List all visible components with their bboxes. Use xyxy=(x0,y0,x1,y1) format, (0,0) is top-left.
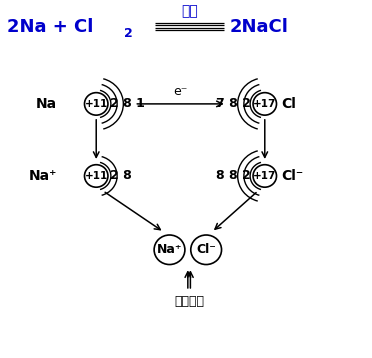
Text: Na: Na xyxy=(36,97,57,111)
Text: 2: 2 xyxy=(125,28,133,40)
Text: +17: +17 xyxy=(253,99,276,109)
Text: e⁻: e⁻ xyxy=(173,84,188,98)
Text: 2NaCl: 2NaCl xyxy=(230,18,289,35)
Text: 2 8: 2 8 xyxy=(110,169,132,183)
Text: Na⁺: Na⁺ xyxy=(29,169,57,183)
Text: 静电作用: 静电作用 xyxy=(174,295,204,308)
Text: Cl: Cl xyxy=(281,97,296,111)
Text: +17: +17 xyxy=(253,171,276,181)
Text: 7 8 2: 7 8 2 xyxy=(216,97,251,110)
Text: 8 8 2: 8 8 2 xyxy=(216,169,251,183)
Text: +11: +11 xyxy=(84,171,108,181)
Text: Cl⁻: Cl⁻ xyxy=(196,243,216,256)
Text: Cl⁻: Cl⁻ xyxy=(281,169,303,183)
Text: +11: +11 xyxy=(84,99,108,109)
Text: 点燃: 点燃 xyxy=(181,4,198,19)
Text: 2 8 1: 2 8 1 xyxy=(110,97,145,110)
Text: Na⁺: Na⁺ xyxy=(157,243,182,256)
Text: 2Na + Cl: 2Na + Cl xyxy=(7,18,93,35)
